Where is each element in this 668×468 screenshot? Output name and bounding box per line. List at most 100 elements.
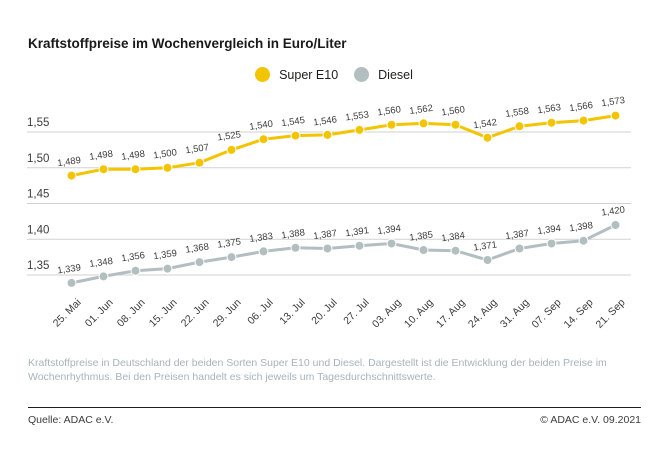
x-tick-label: 22. Jun [179,297,212,330]
data-point-label-diesel: 1,383 [249,231,274,245]
data-point-label-super-e10: 1,525 [217,129,242,143]
data-point-diesel [418,245,429,255]
data-point-diesel [354,240,365,251]
legend-swatch-icon [354,67,370,82]
data-point-label-diesel: 1,359 [153,248,178,262]
footer-divider [28,407,641,408]
x-tick-label: 15. Jun [147,297,180,330]
data-point-label-super-e10: 1,507 [185,142,210,156]
data-point-label-super-e10: 1,573 [601,95,626,109]
data-point-label-diesel: 1,356 [121,250,146,264]
legend-item-super-e10: Super E10 [255,67,338,82]
data-point-super-e10 [194,157,205,168]
data-point-label-diesel: 1,398 [569,220,594,234]
data-point-label-super-e10: 1,566 [569,100,594,114]
chart-title: Kraftstoffpreise im Wochenvergleich in E… [28,36,347,51]
x-tick-label: 03. Aug [370,297,404,331]
data-point-super-e10 [418,118,429,129]
data-point-label-diesel: 1,348 [89,256,114,270]
data-point-diesel [450,245,461,256]
data-point-super-e10 [482,132,493,143]
data-point-diesel [194,257,205,268]
data-point-diesel [578,235,589,246]
data-point-label-diesel: 1,391 [345,225,370,239]
footer-meta: Quelle: ADAC e.V. © ADAC e.V. 09.2021 [28,414,641,426]
data-point-super-e10 [162,162,173,173]
data-point-super-e10 [290,130,301,141]
data-point-label-super-e10: 1,498 [89,149,114,163]
data-point-diesel [130,265,141,276]
data-point-diesel [386,238,397,249]
data-point-super-e10 [322,129,333,140]
y-tick-label: 1,50 [27,153,49,165]
data-point-super-e10 [66,170,77,181]
data-point-super-e10 [130,164,141,175]
data-point-label-diesel: 1,394 [537,223,562,237]
line-chart: 1,55 1,50 1,45 1,40 1,35 25. Mai 01. Jun 08. Ju… [27,95,631,331]
data-point-label-diesel: 1,387 [505,228,530,242]
x-tick-label: 25. Mai [51,297,84,330]
data-point-label-diesel: 1,368 [185,242,210,256]
data-point-super-e10 [546,117,557,128]
data-point-super-e10 [450,119,461,130]
y-tick-label: 1,40 [27,224,49,236]
data-point-label-super-e10: 1,560 [377,104,402,118]
data-point-label-super-e10: 1,489 [57,155,82,169]
y-tick-label: 1,35 [27,260,49,272]
legend-item-diesel: Diesel [354,67,413,82]
data-point-label-super-e10: 1,560 [441,104,466,118]
data-point-diesel [258,246,269,257]
data-point-super-e10 [578,115,589,126]
data-point-label-super-e10: 1,500 [153,147,178,161]
x-tick-label: 08. Jun [115,297,148,330]
x-tick-label: 01. Jun [83,297,116,330]
x-tick-label: 06. Jul [245,297,275,327]
data-point-diesel [546,238,557,249]
data-point-diesel [482,255,493,265]
data-point-label-super-e10: 1,498 [121,149,146,163]
data-point-label-super-e10: 1,558 [505,106,530,120]
x-tick-label: 17. Aug [434,297,468,331]
data-point-diesel [322,243,333,254]
data-point-super-e10 [258,134,269,145]
y-tick-label: 1,55 [27,117,49,129]
y-tick-label: 1,45 [27,189,49,201]
data-point-label-super-e10: 1,545 [281,115,306,129]
data-point-diesel [66,277,77,288]
data-point-label-super-e10: 1,553 [345,109,370,123]
series-line-diesel [71,223,617,285]
data-point-super-e10 [610,110,621,121]
chart-legend: Super E10 Diesel [0,67,668,82]
data-point-diesel [290,242,301,253]
source-text: Quelle: ADAC e.V. [28,414,114,426]
copyright-text: © ADAC e.V. 09.2021 [540,414,641,426]
data-point-label-diesel: 1,339 [57,262,82,276]
data-point-super-e10 [354,124,365,135]
x-tick-label: 07. Sep [530,297,564,331]
data-point-diesel [98,271,109,282]
data-point-super-e10 [226,144,237,155]
chart-description: Kraftstoffpreise in Deutschland der beid… [28,357,607,383]
x-tick-label: 20. Jul [309,297,339,327]
x-tick-label: 13. Jul [277,297,307,327]
series-line-super-e10 [71,114,616,178]
x-tick-label: 10. Aug [402,297,436,331]
data-point-super-e10 [98,164,109,175]
data-point-label-diesel: 1,385 [409,229,434,243]
legend-label: Super E10 [279,67,339,82]
data-point-super-e10 [514,121,525,132]
data-point-label-diesel: 1,388 [281,227,306,241]
data-point-label-diesel: 1,387 [313,228,338,242]
legend-swatch-icon [255,67,271,82]
data-point-label-diesel: 1,394 [377,223,402,237]
data-point-super-e10 [386,119,397,130]
data-point-label-diesel: 1,384 [441,230,466,244]
data-point-diesel [514,243,525,254]
data-point-label-super-e10: 1,546 [313,114,338,128]
data-point-diesel [162,263,173,274]
legend-label: Diesel [378,67,413,82]
x-tick-label: 24. Aug [466,297,500,331]
data-point-diesel [226,252,237,263]
x-tick-label: 31. Aug [498,297,532,331]
